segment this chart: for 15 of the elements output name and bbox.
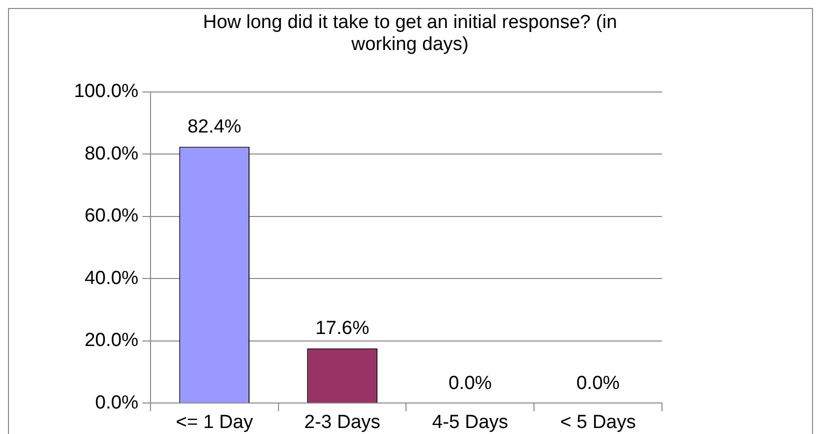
x-tick-label: < 5 Days (560, 412, 636, 433)
y-tick-label: 20.0% (84, 330, 139, 352)
y-tick-label: 80.0% (84, 143, 139, 164)
y-tick-label: 100.0% (74, 81, 139, 102)
y-tick-label: 40.0% (84, 268, 139, 289)
x-tick-label: 4-5 Days (432, 412, 508, 433)
chart-title: How long did it take to get an initial response? (in working days) (202, 12, 618, 56)
y-tick-label: 0.0% (95, 392, 139, 414)
data-label: 0.0% (448, 372, 492, 394)
data-label: 17.6% (315, 318, 370, 340)
x-tick-label: 2-3 Days (304, 412, 380, 433)
data-label: 0.0% (576, 372, 620, 394)
data-label: 82.4% (187, 116, 242, 138)
y-tick-label: 60.0% (84, 206, 139, 227)
x-tick-label: <= 1 Day (176, 412, 254, 433)
